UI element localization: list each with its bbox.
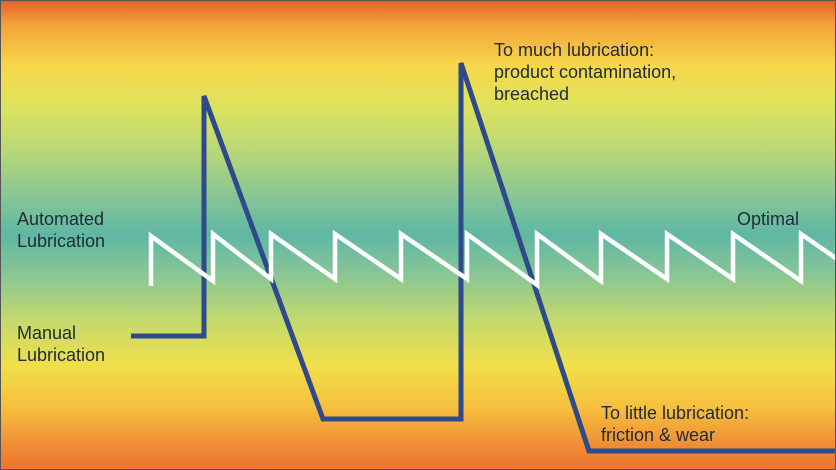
automated-lubrication-line (148, 229, 835, 290)
too-much-lubrication-label: To much lubrication: product contaminati… (494, 40, 677, 104)
automated-lubrication-label: Automated Lubrication (17, 209, 106, 251)
manual-lubrication-line (131, 62, 835, 454)
too-little-lubrication-label: To little lubrication: friction & wear (601, 403, 750, 445)
manual-lubrication-label: Manual Lubrication (17, 323, 106, 365)
optimal-label: Optimal (737, 209, 800, 229)
